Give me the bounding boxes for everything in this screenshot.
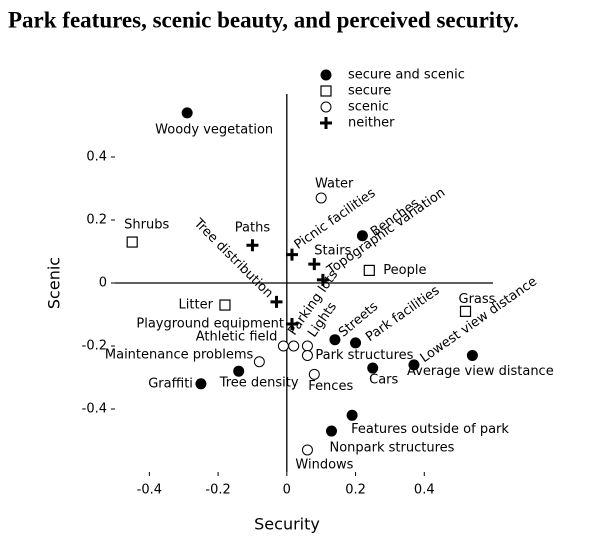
point [325, 425, 337, 437]
point [346, 409, 358, 421]
point [350, 337, 362, 349]
point-label: Playground equipment [136, 316, 284, 331]
x-tick-label: -0.2 [205, 483, 230, 498]
point [363, 264, 375, 276]
point-label: Paths [235, 221, 271, 236]
point-label: Fences [308, 379, 353, 394]
point [329, 334, 341, 346]
point [301, 444, 313, 456]
point-label: Features outside of park [351, 422, 509, 437]
point-label: Grass [459, 292, 496, 307]
point-label: Average view distance [407, 364, 554, 379]
point-label: Nonpark structures [329, 441, 454, 456]
x-tick-label: -0.4 [137, 483, 162, 498]
legend-marker [320, 85, 332, 97]
y-tick-label: -0.2 [82, 339, 107, 354]
point [219, 299, 231, 311]
point [181, 107, 193, 119]
point-label: Woody vegetation [155, 122, 273, 137]
point [301, 340, 313, 352]
legend-marker [320, 101, 332, 113]
point [308, 258, 321, 271]
point-label: Litter [179, 298, 214, 313]
point [459, 305, 472, 317]
point [308, 368, 320, 380]
legend-label: secure [348, 84, 391, 99]
point-label: Stairs [314, 244, 351, 259]
y-tick-label: -0.4 [82, 402, 107, 417]
point-label: Park structures [315, 348, 413, 363]
legend-marker [320, 69, 332, 81]
point-label: Tree density [219, 376, 299, 391]
y-tick-label: 0 [99, 276, 107, 291]
y-tick-label: 0.2 [86, 213, 107, 228]
point-label: Water [315, 176, 354, 191]
point [408, 359, 420, 371]
y-axis-title: Scenic [45, 257, 64, 309]
legend-marker [320, 117, 332, 129]
point-label: Shrubs [124, 218, 169, 233]
chart-title: Park features, scenic beauty, and percei… [8, 7, 519, 32]
point [301, 349, 313, 361]
point [126, 236, 138, 248]
point [288, 340, 300, 352]
point [316, 273, 329, 286]
point [356, 230, 368, 242]
point [195, 378, 207, 390]
y-tick-label: 0.4 [86, 150, 107, 165]
point-label: Athletic field [196, 330, 278, 345]
point [253, 356, 265, 368]
legend-label: neither [348, 116, 395, 131]
x-tick-label: 0 [283, 483, 291, 498]
x-tick-label: 0.4 [414, 483, 435, 498]
point [466, 349, 478, 361]
legend-label: secure and scenic [348, 68, 465, 83]
point [315, 192, 327, 204]
x-tick-label: 0.2 [345, 483, 366, 498]
point [367, 362, 379, 374]
point [285, 248, 298, 261]
point-label: Cars [369, 373, 398, 388]
point-label: Graffiti [148, 376, 193, 391]
point-label: Windows [295, 457, 353, 472]
point [277, 340, 289, 352]
x-axis-title: Security [254, 515, 320, 534]
point [246, 239, 259, 252]
point [270, 295, 283, 308]
point [233, 365, 245, 377]
point-label: Maintenance problems [105, 347, 254, 362]
point [285, 317, 298, 330]
point-label: People [383, 263, 426, 278]
legend-label: scenic [348, 100, 389, 115]
